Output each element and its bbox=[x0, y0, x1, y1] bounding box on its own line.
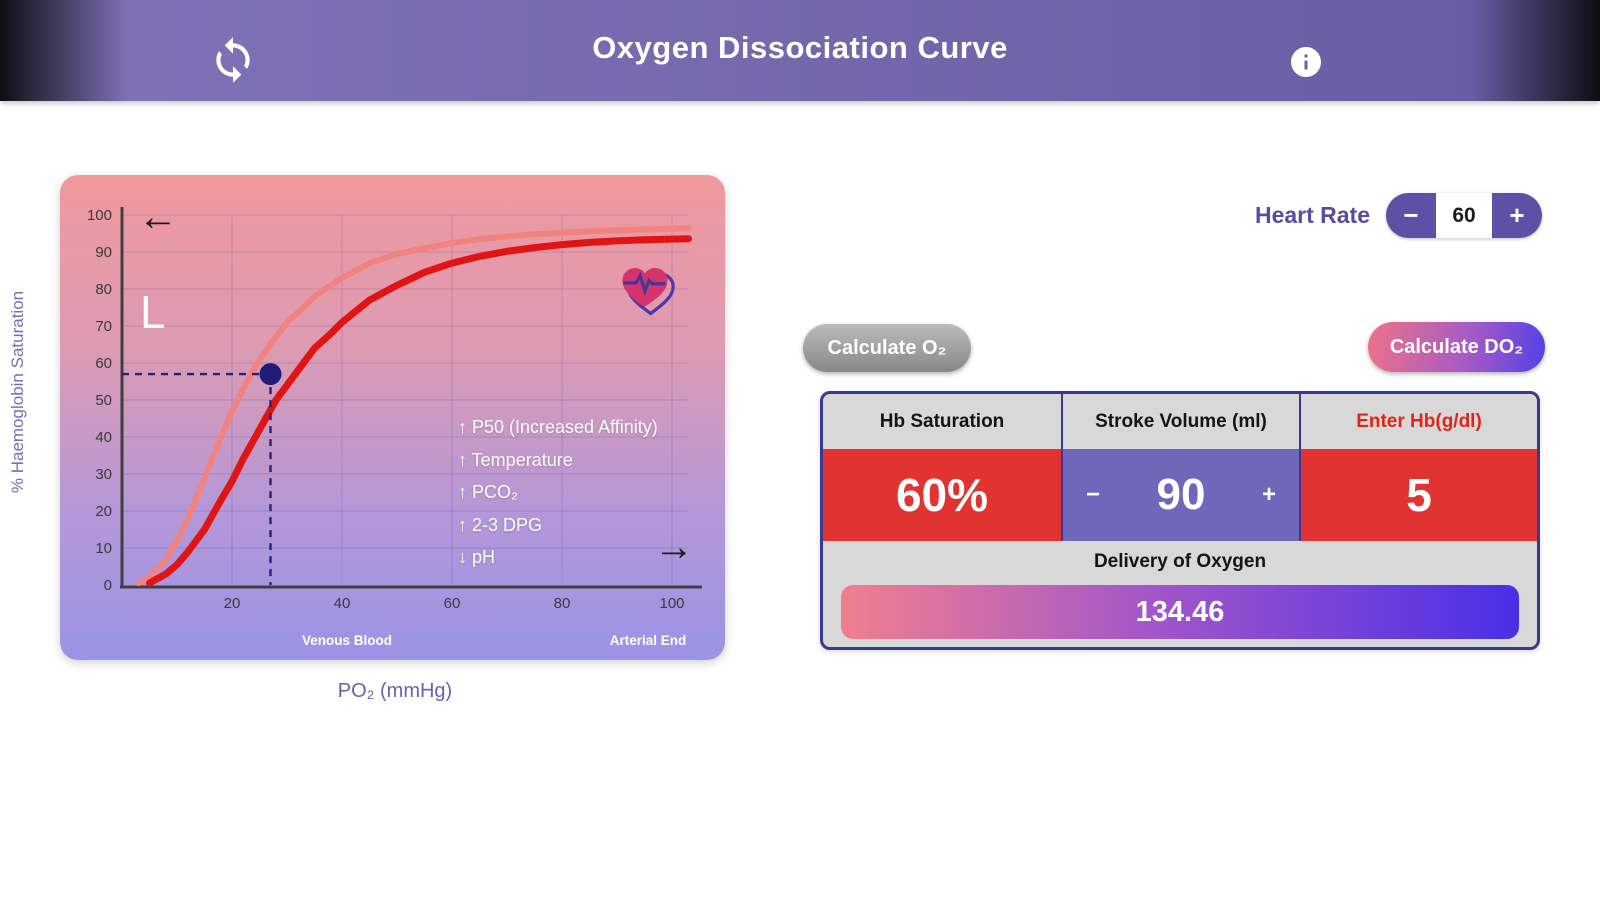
heart-pulse-icon bbox=[620, 263, 678, 324]
table-value-row: 60% − 90 + 5 bbox=[823, 449, 1537, 541]
stroke-volume-value: 90 bbox=[1156, 470, 1206, 519]
curve-lines bbox=[135, 225, 692, 587]
y-tick-label: 0 bbox=[104, 577, 112, 594]
stroke-volume-cell: − 90 + bbox=[1061, 449, 1299, 541]
shift-left-arrow[interactable]: ← bbox=[138, 195, 178, 239]
x-tick-label: 20 bbox=[224, 595, 241, 612]
x-axis-title: PO₂ (mmHg) bbox=[337, 680, 453, 702]
y-tick-label: 30 bbox=[95, 466, 112, 483]
refresh-icon bbox=[216, 37, 250, 83]
x-tick-label: 40 bbox=[334, 595, 351, 612]
page-title: Oxygen Dissociation Curve bbox=[592, 30, 1008, 65]
x-tick-label: 80 bbox=[554, 595, 571, 612]
left-shifted-curve bbox=[135, 225, 692, 587]
y-tick-label: 80 bbox=[95, 281, 112, 298]
annotation-temperature: ↑ Temperature bbox=[458, 449, 573, 470]
delivery-of-oxygen-label: Delivery of Oxygen bbox=[1093, 551, 1267, 572]
refresh-button[interactable] bbox=[208, 35, 258, 85]
shift-right-arrow[interactable]: → bbox=[654, 525, 694, 569]
heart-rate-minus-button[interactable]: − bbox=[1386, 193, 1436, 238]
y-axis-title: % Haemoglobin Saturation bbox=[8, 290, 27, 494]
stroke-volume-header: Stroke Volume (ml) bbox=[1061, 394, 1299, 449]
info-icon bbox=[1291, 47, 1321, 77]
annotation-ph: ↓ pH bbox=[458, 547, 496, 567]
delivery-of-oxygen-result: 134.46 bbox=[841, 585, 1519, 639]
info-button[interactable] bbox=[1288, 44, 1324, 80]
heart-rate-stepper: − 60 + bbox=[1386, 193, 1542, 238]
annotation-dpg: ↑ 2-3 DPG bbox=[458, 514, 543, 535]
y-tick-label: 20 bbox=[95, 503, 112, 520]
standard-curve bbox=[146, 235, 692, 587]
stroke-volume-minus-button[interactable]: − bbox=[1079, 481, 1107, 509]
annotation-pco2: ↑ PCO₂ bbox=[458, 482, 518, 502]
heart-rate-label: Heart Rate bbox=[1254, 202, 1370, 228]
table-header-row: Hb Saturation Stroke Volume (ml) Enter H… bbox=[823, 394, 1537, 449]
shift-state-label: L bbox=[140, 286, 166, 338]
y-tick-label: 10 bbox=[95, 540, 112, 557]
y-tick-label: 100 bbox=[87, 207, 112, 224]
oxygen-delivery-table: Hb Saturation Stroke Volume (ml) Enter H… bbox=[820, 391, 1540, 650]
calculate-do2-button[interactable]: Calculate DO₂ bbox=[1368, 322, 1545, 372]
enter-hb-header: Enter Hb(g/dl) bbox=[1299, 394, 1537, 449]
y-tick-label: 40 bbox=[95, 429, 112, 446]
heart-rate-plus-button[interactable]: + bbox=[1492, 193, 1542, 238]
x-tick-label: 100 bbox=[659, 595, 684, 612]
y-tick-label: 90 bbox=[95, 244, 112, 261]
dissociation-curve-card: 100 90 80 70 60 50 40 30 20 10 0 20 40 60 80 100 ← L → … bbox=[60, 175, 725, 660]
stroke-volume-plus-button[interactable]: + bbox=[1255, 481, 1283, 509]
calculate-o2-button[interactable]: Calculate O₂ bbox=[803, 324, 971, 372]
heart-rate-value[interactable]: 60 bbox=[1436, 193, 1492, 238]
app-header: Oxygen Dissociation Curve bbox=[0, 0, 1600, 101]
y-tick-label: 50 bbox=[95, 392, 112, 409]
hb-saturation-header: Hb Saturation bbox=[879, 410, 1005, 432]
y-tick-label: 60 bbox=[95, 355, 112, 372]
shift-factor-annotations: ↑ P50 (Increased Affinity) ↑ Temperature… bbox=[458, 411, 658, 574]
annotation-p50: ↑ P50 (Increased Affinity) bbox=[458, 417, 658, 437]
curve-marker-dot[interactable] bbox=[259, 363, 282, 386]
venous-blood-label: Venous Blood bbox=[301, 633, 392, 648]
arterial-end-label: Arterial End bbox=[609, 633, 687, 648]
x-tick-label: 60 bbox=[444, 595, 461, 612]
hb-saturation-value: 60% bbox=[823, 449, 1061, 541]
hb-input-value[interactable]: 5 bbox=[1299, 449, 1537, 541]
y-tick-label: 70 bbox=[95, 318, 112, 335]
